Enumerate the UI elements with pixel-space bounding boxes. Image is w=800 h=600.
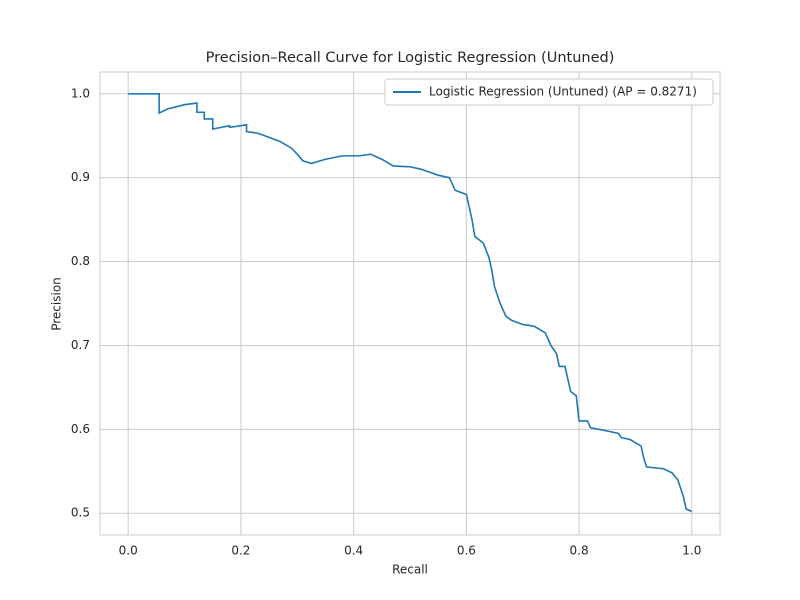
y-tick-label: 0.8 — [71, 254, 90, 268]
x-axis-label: Recall — [392, 563, 428, 577]
plot-frame — [99, 71, 721, 536]
y-tick-label: 1.0 — [71, 86, 90, 100]
y-tick-label: 0.5 — [71, 506, 90, 520]
x-tick-label: 0.2 — [231, 544, 250, 558]
x-tick-label: 0.0 — [119, 544, 138, 558]
x-tick-label: 0.6 — [457, 544, 476, 558]
legend-box — [384, 78, 714, 106]
x-tick-label: 0.4 — [344, 544, 363, 558]
y-tick-label: 0.9 — [71, 170, 90, 184]
chart-title: Precision–Recall Curve for Logistic Regr… — [206, 50, 615, 66]
y-tick-label: 0.6 — [71, 422, 90, 436]
x-tick-label: 1.0 — [682, 544, 701, 558]
y-axis-label: Precision — [50, 277, 64, 331]
x-tick-label: 0.8 — [570, 544, 589, 558]
legend-label: Logistic Regression (Untuned) (AP = 0.82… — [429, 85, 697, 99]
line-series — [128, 93, 693, 513]
y-tick-label: 0.7 — [71, 338, 90, 352]
